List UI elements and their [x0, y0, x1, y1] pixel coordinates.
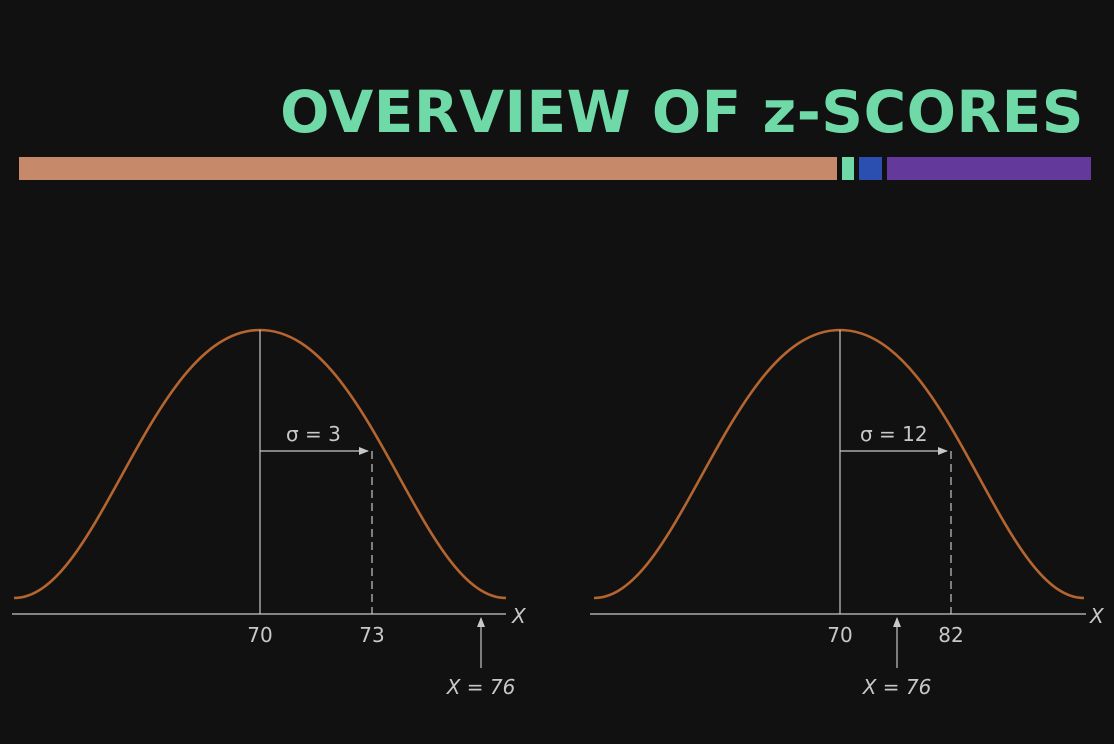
left-sigma-label: σ = 3 [286, 422, 341, 446]
right-mean-tick-label: 70 [827, 623, 852, 647]
accent-bar-blue [859, 157, 882, 180]
left-sd-tick-label: 73 [359, 623, 384, 647]
left-mean-tick-label: 70 [247, 623, 272, 647]
right-normal-curve [593, 328, 1085, 600]
accent-bar-purple [887, 157, 1091, 180]
right-sigma-label: σ = 12 [860, 422, 928, 446]
right-axis-label: X [1089, 604, 1105, 628]
accent-bar-green [842, 157, 854, 180]
left-x-value-label: X = 76 [446, 675, 516, 699]
left-axis-label: X [511, 604, 527, 628]
right-sd-tick-label: 82 [938, 623, 963, 647]
slide-title: OVERVIEW OF z-SCORES [280, 78, 1084, 146]
right-x-value-label: X = 76 [862, 675, 932, 699]
accent-bar-main [19, 157, 837, 180]
left-distribution: σ = 3 70 73 X = 76 X [12, 328, 527, 699]
right-distribution: σ = 12 70 82 X = 76 X [590, 328, 1105, 699]
